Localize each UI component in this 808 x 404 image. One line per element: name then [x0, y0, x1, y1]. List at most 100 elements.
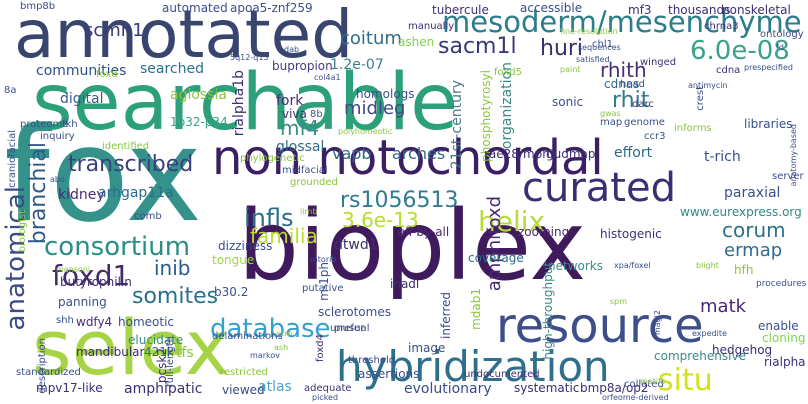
- word: mesoderm/mesenchyme: [442, 5, 802, 39]
- word: sequences: [578, 43, 621, 52]
- word: situ: [658, 363, 713, 398]
- word: map: [600, 117, 623, 128]
- word: unusual: [330, 323, 370, 334]
- word: prespecified: [744, 63, 793, 72]
- word: ash: [274, 343, 289, 352]
- word: chl1: [592, 39, 613, 50]
- word: phylogenetic: [240, 153, 305, 164]
- word: full-length: [165, 336, 176, 387]
- word: threshold: [348, 355, 396, 366]
- word: annotated: [14, 0, 354, 73]
- word: rialpha: [764, 355, 806, 369]
- word: libraries: [744, 117, 793, 131]
- word: dab: [284, 45, 300, 54]
- word: dizziness: [218, 239, 273, 253]
- word: b30.2: [214, 285, 249, 299]
- word: foxd5: [494, 67, 522, 78]
- word: bmp8b: [20, 1, 56, 12]
- word: inquiry: [40, 131, 75, 142]
- word: kidney: [58, 187, 105, 203]
- word: 1.2e-07: [330, 57, 384, 73]
- word: tfs: [176, 345, 194, 361]
- word: viva: [282, 107, 307, 121]
- word: rhith: [600, 58, 647, 82]
- word: automated: [162, 1, 228, 15]
- word: www.eurexpress.org: [680, 205, 802, 219]
- word: head: [620, 79, 645, 90]
- word: evolutionary: [404, 381, 492, 397]
- word: sonic: [552, 95, 584, 109]
- word: mf3: [628, 3, 652, 17]
- word: polyhomeotic: [338, 127, 393, 136]
- word: arches: [392, 144, 446, 163]
- word: informs: [674, 123, 712, 134]
- word: 5q12-q13: [230, 53, 269, 62]
- word: mf4: [280, 116, 320, 140]
- word: panning: [58, 295, 107, 309]
- word: aglossia: [170, 87, 227, 103]
- word: prefer: [334, 323, 365, 334]
- word: accessible: [520, 1, 583, 15]
- word: gwas: [600, 109, 621, 118]
- word: rhit: [612, 88, 650, 113]
- word: elucidate: [128, 333, 184, 347]
- word: midfacial: [282, 165, 328, 176]
- word: mansoni: [56, 265, 91, 274]
- word: comprehensive: [654, 349, 746, 363]
- word: vapb: [332, 144, 372, 163]
- word: manually: [408, 21, 455, 32]
- word: ashen: [398, 35, 435, 49]
- word: networks: [548, 259, 603, 273]
- word: 8a: [4, 85, 17, 96]
- word: winged: [640, 57, 677, 68]
- word: sclerotomes: [318, 305, 391, 319]
- word: motifs: [640, 377, 666, 386]
- word: transcribed: [68, 152, 194, 177]
- word: inib: [154, 256, 191, 280]
- word: image: [408, 341, 446, 355]
- word: consortium: [44, 232, 191, 262]
- word: digital: [60, 91, 104, 107]
- word: genome: [624, 117, 665, 128]
- word: glossal: [276, 139, 325, 155]
- word: wdfy4: [76, 315, 113, 329]
- word: database: [210, 314, 331, 344]
- word: cloning: [762, 331, 806, 345]
- word: craniofacial: [7, 130, 18, 188]
- word: standardized: [16, 367, 81, 378]
- word: butyrophilin: [60, 275, 132, 289]
- word: nonskeletal: [722, 3, 791, 17]
- word: fine-resolution: [560, 27, 618, 36]
- word: mtorib: [310, 255, 337, 264]
- word: assertions: [358, 367, 420, 381]
- word: anatomy-based: [789, 124, 798, 187]
- word: tongue: [212, 253, 255, 267]
- word: selex: [32, 303, 230, 392]
- word: somites: [132, 284, 219, 309]
- word: putative: [302, 283, 344, 294]
- word: zooming: [518, 225, 570, 239]
- word: huri: [540, 36, 584, 61]
- word: delaminations: [212, 331, 283, 342]
- word: hybridization: [336, 342, 610, 391]
- word: biologist: [17, 210, 28, 253]
- word: xpa/foxel: [614, 261, 651, 270]
- word: paraxial: [724, 185, 781, 201]
- word: resource: [496, 298, 704, 354]
- word: ontology: [760, 29, 804, 40]
- word: amphifoxd: [484, 196, 505, 292]
- word: searched: [140, 61, 205, 77]
- word: inferred: [439, 292, 453, 339]
- word: 3.6e-13: [342, 208, 419, 232]
- word: satisfied: [576, 55, 610, 64]
- word: collated: [624, 379, 664, 390]
- word: bmp8a/op2: [580, 381, 649, 395]
- word: shh: [56, 315, 74, 326]
- word: matk: [700, 296, 747, 317]
- word: curated: [522, 165, 676, 211]
- word: enable: [758, 319, 799, 333]
- word: all-by-all: [398, 225, 450, 239]
- word: systematic: [514, 381, 580, 395]
- word: apoa5-znf259: [230, 1, 313, 15]
